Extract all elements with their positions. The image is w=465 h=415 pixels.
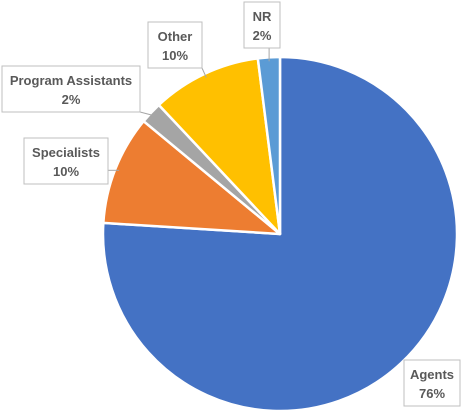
data-label-category-nr: NR [253, 9, 272, 24]
labels-layer: Agents 76% Specialists 10% Program Assistant… [1, 1, 461, 407]
leader-line-other [201, 67, 207, 78]
data-label-box-nr [243, 1, 281, 49]
data-label-percent-program-assistants: 2% [62, 92, 81, 107]
pie-slice-specialists [102, 119, 282, 236]
data-label-percent-agents: 76% [419, 386, 445, 401]
data-label-category-specialists: Specialists [32, 145, 100, 160]
data-label-percent-nr: 2% [253, 28, 272, 43]
data-label-category-program-assistants: Program Assistants [10, 73, 132, 88]
data-label-box-other [147, 21, 203, 69]
data-label-box-specialists [23, 137, 109, 185]
data-label-box-agents [403, 359, 461, 407]
data-label-percent-other: 10% [162, 48, 188, 63]
data-label-category-other: Other [158, 29, 193, 44]
data-label-box-program-assistants [1, 65, 141, 113]
data-label-category-agents: Agents [410, 367, 454, 382]
data-label-percent-specialists: 10% [53, 164, 79, 179]
leader-line-program-assistants [139, 111, 155, 117]
slices-layer [101, 55, 459, 413]
pie-slice-agents [101, 55, 459, 413]
